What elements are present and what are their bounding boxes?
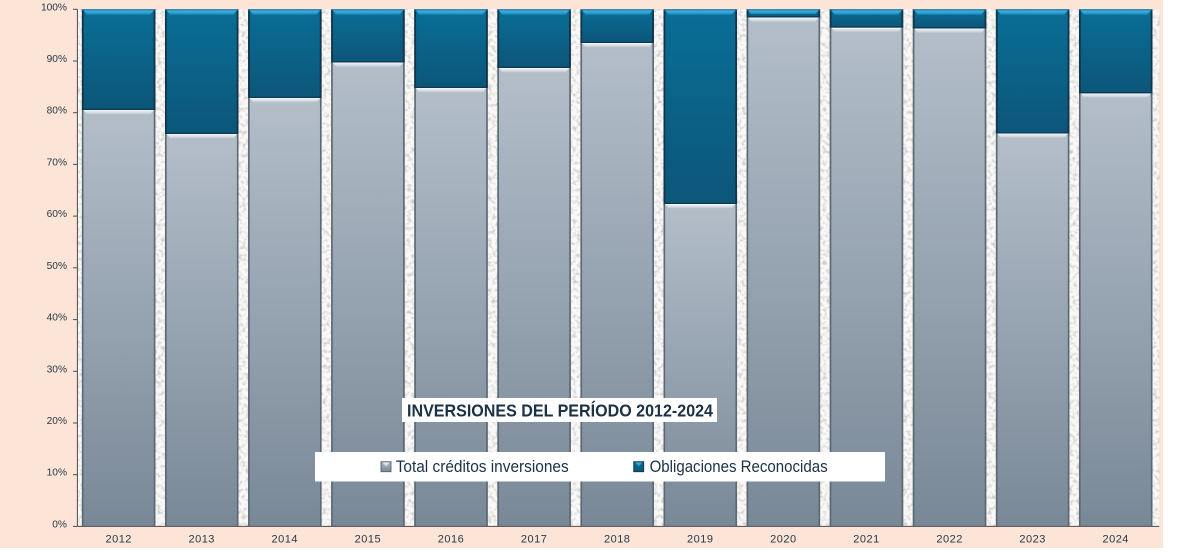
svg-text:2017: 2017 xyxy=(521,534,547,546)
svg-text:2013: 2013 xyxy=(188,534,214,546)
svg-text:30%: 30% xyxy=(47,364,67,375)
svg-text:2016: 2016 xyxy=(438,534,464,546)
svg-text:50%: 50% xyxy=(47,261,67,272)
svg-text:60%: 60% xyxy=(47,209,67,220)
svg-text:INVERSIONES DEL PERÍODO 2012-2: INVERSIONES DEL PERÍODO 2012-2024 xyxy=(407,400,713,421)
svg-text:10%: 10% xyxy=(47,468,67,479)
svg-text:2012: 2012 xyxy=(105,534,131,546)
svg-text:2021: 2021 xyxy=(853,534,879,546)
svg-text:20%: 20% xyxy=(47,416,67,427)
svg-text:Total créditos inversiones: Total créditos inversiones xyxy=(396,458,569,476)
svg-text:2014: 2014 xyxy=(272,534,298,546)
svg-text:2015: 2015 xyxy=(355,534,381,546)
svg-text:70%: 70% xyxy=(47,157,67,168)
svg-text:2023: 2023 xyxy=(1019,534,1045,546)
svg-text:40%: 40% xyxy=(47,313,67,324)
svg-text:100%: 100% xyxy=(41,2,67,13)
svg-text:2024: 2024 xyxy=(1102,534,1128,546)
svg-text:Obligaciones Reconocidas: Obligaciones Reconocidas xyxy=(650,458,828,476)
svg-text:2018: 2018 xyxy=(604,534,630,546)
svg-text:80%: 80% xyxy=(47,106,67,117)
svg-text:2022: 2022 xyxy=(936,534,962,546)
svg-text:2019: 2019 xyxy=(687,534,713,546)
svg-text:90%: 90% xyxy=(47,54,67,65)
svg-text:0%: 0% xyxy=(52,519,67,530)
svg-text:2020: 2020 xyxy=(770,534,796,546)
